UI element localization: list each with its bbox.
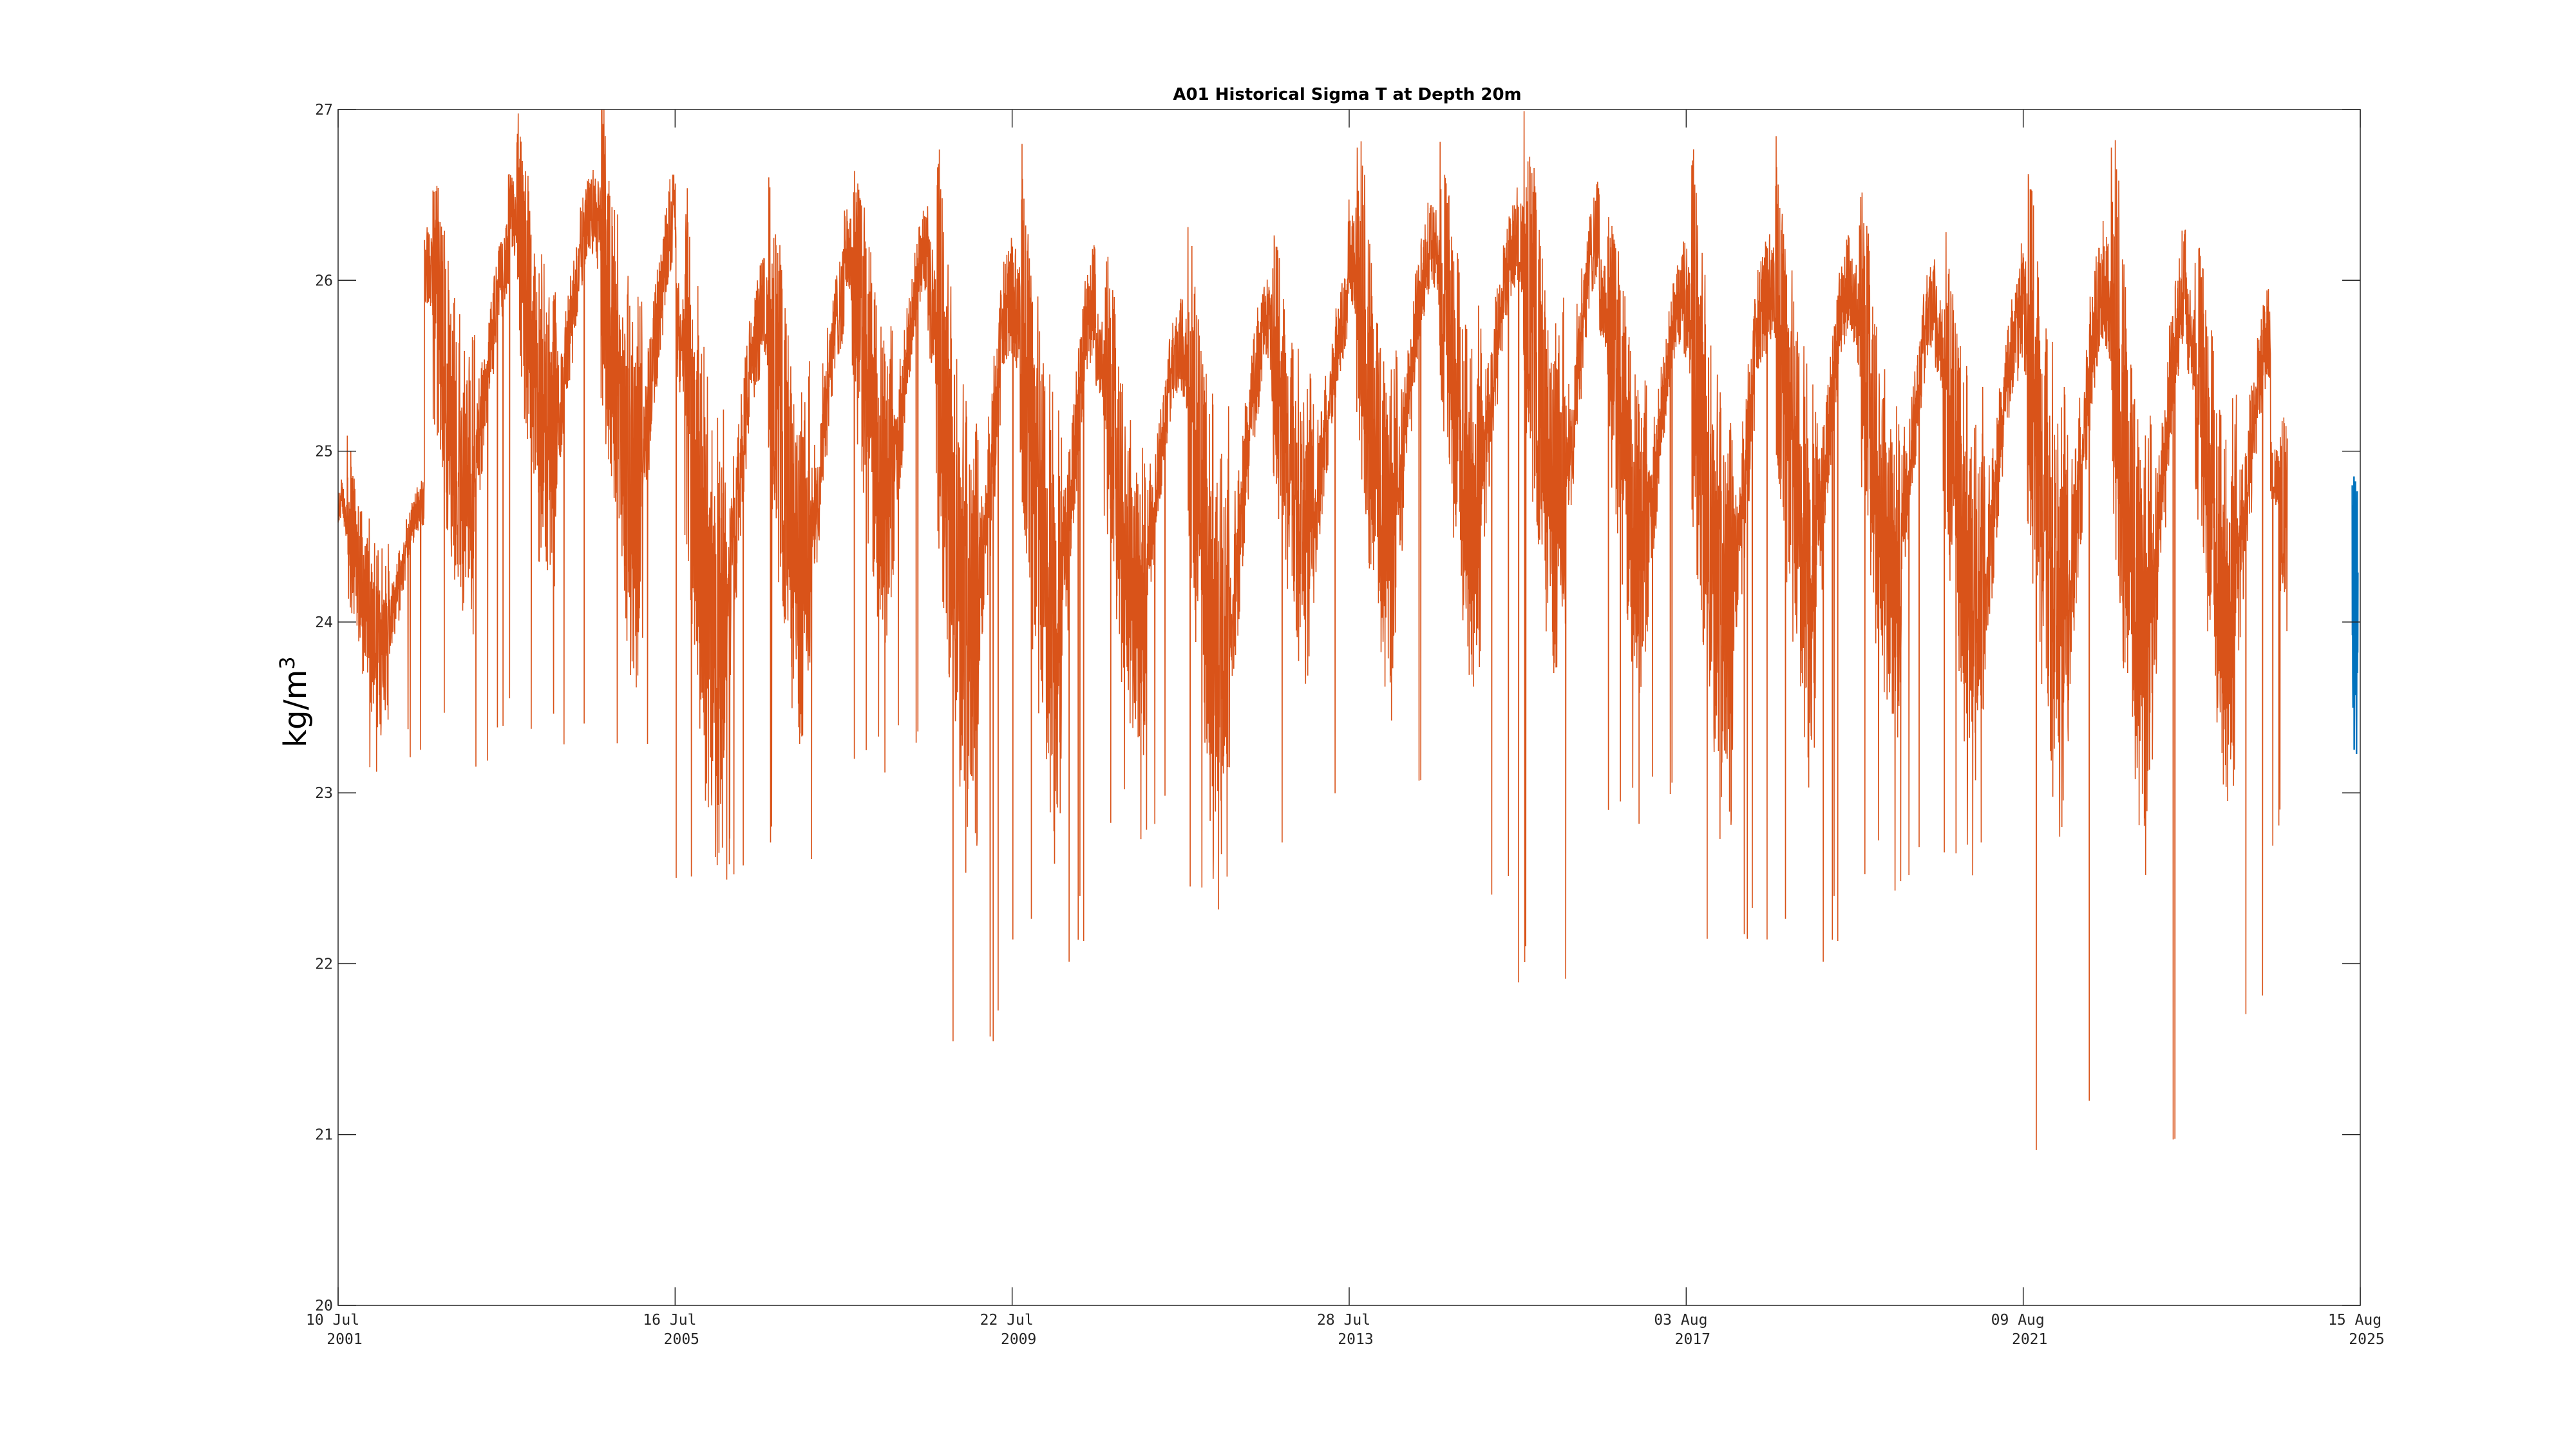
y-tick-label: 20 (315, 1298, 333, 1314)
x-tick-label-day: 03 Aug (1654, 1312, 1707, 1329)
x-tick-label-year: 2013 (1338, 1331, 1373, 1348)
series-0 (337, 109, 2288, 1150)
x-tick-label-year: 2005 (664, 1331, 699, 1348)
y-tick-label: 22 (315, 956, 333, 972)
x-tick-label-day: 15 Aug (2328, 1312, 2382, 1329)
y-tick-label: 26 (315, 272, 333, 289)
series-layer (337, 109, 2359, 1150)
chart-title: A01 Historical Sigma T at Depth 20m (1173, 85, 1521, 104)
x-tick-label-day: 09 Aug (1991, 1312, 2045, 1329)
y-tick-label: 25 (315, 444, 333, 460)
y-axis-label: kg/m3 (275, 656, 314, 748)
y-tick-label: 27 (315, 102, 333, 118)
x-tick-label-day: 28 Jul (1317, 1312, 1370, 1329)
x-tick-label-day: 22 Jul (980, 1312, 1034, 1329)
x-tick-label-day: 16 Jul (643, 1312, 696, 1329)
y-tick-label: 24 (315, 614, 333, 631)
series-line-1 (2351, 476, 2359, 754)
y-axis-label-superscript: 3 (275, 656, 299, 669)
series-line-0 (337, 109, 2288, 1150)
series-1 (2351, 476, 2359, 754)
x-tick-label-year: 2009 (1001, 1331, 1036, 1348)
y-tick-label: 23 (315, 785, 333, 802)
x-tick-label-year: 2025 (2349, 1331, 2384, 1348)
x-tick-label-day: 10 Jul (306, 1312, 359, 1329)
x-tick-label-year: 2001 (327, 1331, 362, 1348)
x-tick-label-year: 2017 (1675, 1331, 1710, 1348)
y-tick-label: 21 (315, 1127, 333, 1144)
y-axis-label-text: kg/m (278, 670, 314, 748)
x-tick-label-year: 2021 (2012, 1331, 2047, 1348)
